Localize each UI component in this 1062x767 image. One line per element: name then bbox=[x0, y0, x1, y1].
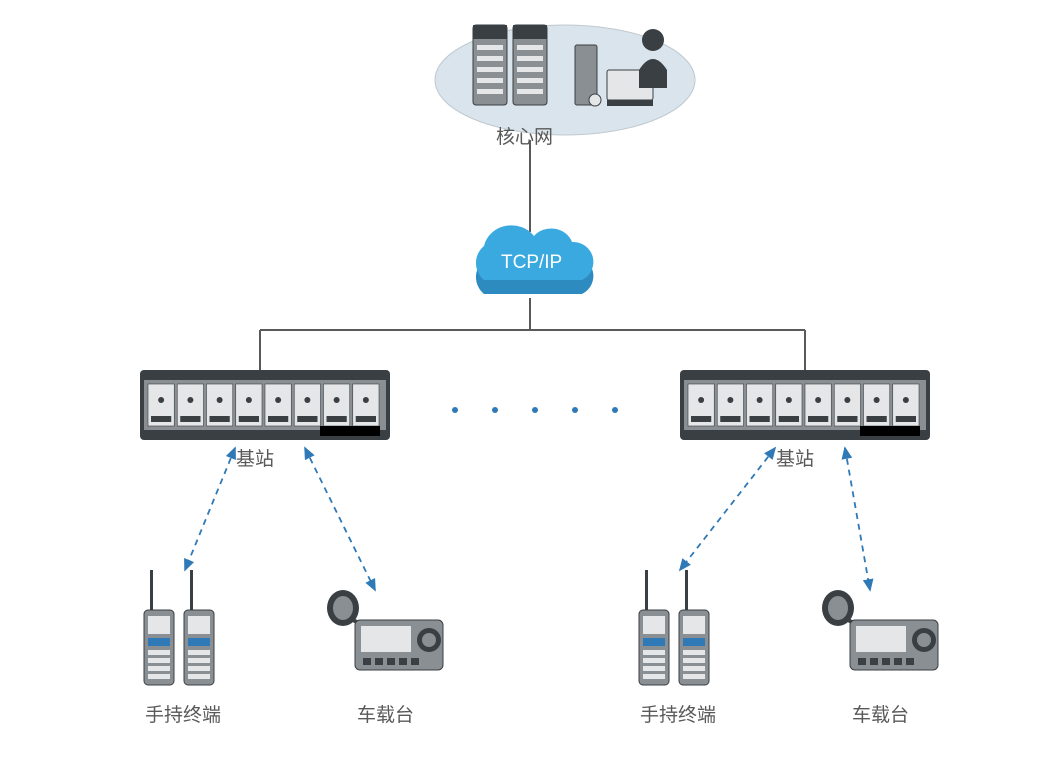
vehicle-unit-icon bbox=[327, 590, 443, 670]
edge-dashed bbox=[845, 448, 870, 590]
node-label: 车载台 bbox=[357, 700, 414, 727]
node-label: 基站 bbox=[236, 444, 274, 471]
base-station-icon bbox=[680, 370, 930, 440]
handheld-icon bbox=[144, 570, 214, 685]
edge-dashed bbox=[680, 448, 775, 570]
node-label: 手持终端 bbox=[145, 700, 221, 727]
node-label: 手持终端 bbox=[640, 700, 716, 727]
base-station-icon bbox=[140, 370, 390, 440]
ellipsis-dot bbox=[572, 407, 578, 413]
handheld-icon bbox=[639, 570, 709, 685]
node-label: 核心网 bbox=[496, 122, 553, 149]
ellipsis-dot bbox=[612, 407, 618, 413]
edge-dashed bbox=[185, 448, 235, 570]
ellipsis-dot bbox=[532, 407, 538, 413]
ellipsis-dot bbox=[452, 407, 458, 413]
ellipsis-dot bbox=[492, 407, 498, 413]
edge-dashed bbox=[305, 448, 375, 590]
node-label: 基站 bbox=[776, 444, 814, 471]
vehicle-unit-icon bbox=[822, 590, 938, 670]
network-diagram bbox=[0, 0, 1062, 767]
node-label: 车载台 bbox=[852, 700, 909, 727]
core-network-icon bbox=[435, 25, 695, 135]
node-label: TCP/IP bbox=[501, 252, 562, 274]
